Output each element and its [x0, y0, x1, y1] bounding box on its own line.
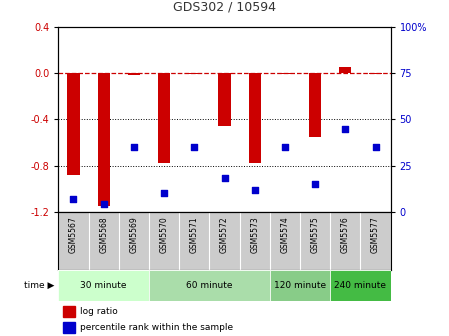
Text: time ▶: time ▶ [23, 281, 54, 290]
Text: GSM5576: GSM5576 [341, 216, 350, 253]
Bar [97, 73, 110, 206]
Text: percentile rank within the sample: percentile rank within the sample [80, 323, 233, 332]
Text: 120 minute: 120 minute [274, 281, 326, 290]
Text: GSM5575: GSM5575 [311, 216, 320, 253]
Point [160, 191, 167, 196]
Text: log ratio: log ratio [80, 307, 118, 316]
Bar [330, 269, 391, 301]
Text: GSM5572: GSM5572 [220, 216, 229, 253]
Bar [128, 73, 140, 75]
Bar [188, 73, 200, 74]
Text: GSM5573: GSM5573 [250, 216, 259, 253]
Point [130, 144, 137, 150]
Text: 60 minute: 60 minute [186, 281, 233, 290]
Text: 30 minute: 30 minute [80, 281, 127, 290]
Text: GSM5577: GSM5577 [371, 216, 380, 253]
Text: GSM5569: GSM5569 [129, 216, 138, 253]
Text: GSM5571: GSM5571 [190, 216, 199, 253]
Point [312, 181, 319, 187]
Point [70, 196, 77, 202]
Point [251, 187, 258, 192]
Text: GSM5568: GSM5568 [99, 216, 108, 253]
Text: GSM5574: GSM5574 [281, 216, 290, 253]
Text: GSM5570: GSM5570 [159, 216, 168, 253]
Bar [58, 269, 149, 301]
Bar [279, 73, 291, 74]
Point [282, 144, 289, 150]
Bar [63, 306, 75, 317]
Text: 240 minute: 240 minute [335, 281, 387, 290]
Point [372, 144, 379, 150]
Bar [149, 269, 270, 301]
Bar [158, 73, 170, 163]
Bar [219, 73, 230, 126]
Point [191, 144, 198, 150]
Bar [67, 73, 79, 175]
Text: GSM5567: GSM5567 [69, 216, 78, 253]
Point [100, 202, 107, 207]
Bar [63, 322, 75, 333]
Point [221, 176, 228, 181]
Bar [339, 67, 352, 73]
Bar [270, 269, 330, 301]
Bar [309, 73, 321, 137]
Bar [370, 73, 382, 74]
Text: GDS302 / 10594: GDS302 / 10594 [173, 0, 276, 13]
Point [342, 126, 349, 131]
Bar [249, 73, 261, 163]
